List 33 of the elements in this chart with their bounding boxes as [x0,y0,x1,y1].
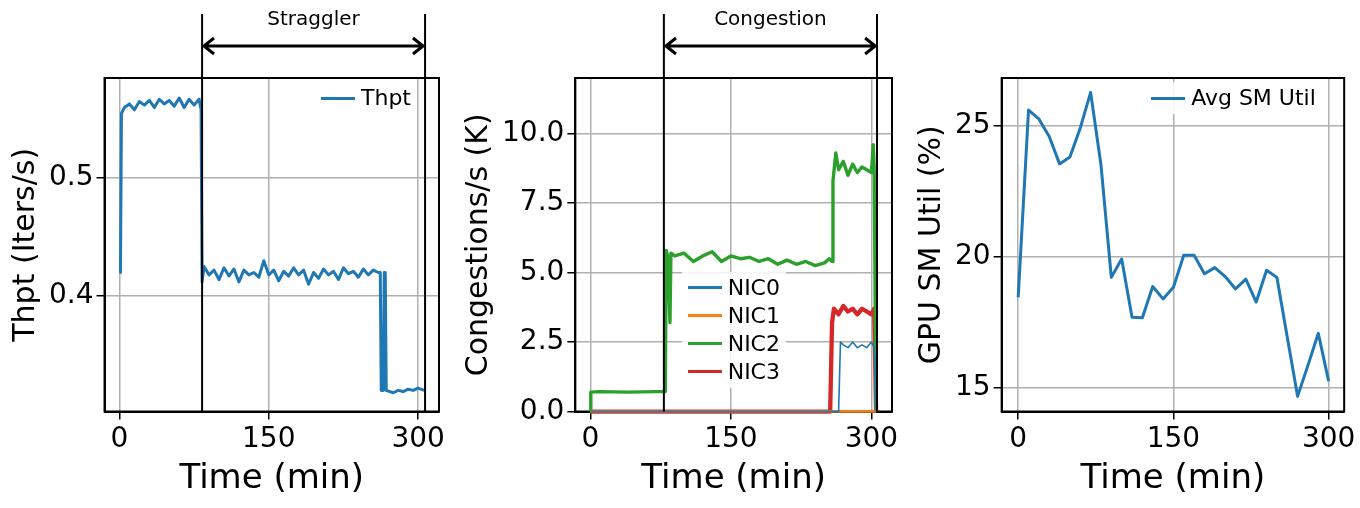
y-tick-label: 5.0 [519,253,565,287]
x-tick-label: 300 [1301,420,1356,454]
x-tick-label: 0 [1009,420,1028,454]
x-tick-label: 150 [1146,420,1201,454]
legend-label: NIC3 [727,357,780,386]
x-tick-label: 0 [581,420,600,454]
y-tick-label: 0.5 [49,159,94,193]
y-tick-label: 15 [954,369,991,403]
y-axis-title: GPU SM Util (%) [911,125,947,365]
x-tick-label: 300 [391,420,445,454]
legend-label: Avg SM Util [1191,84,1316,112]
legend-label: Thpt [361,84,411,112]
legend-label: NIC1 [727,301,780,330]
text: Straggler [267,6,361,31]
x-tick-label: 150 [704,420,758,454]
legend-label: NIC0 [727,273,780,302]
y-tick-label: 25 [954,106,991,140]
y-tick-label: 10.0 [502,114,565,148]
x-tick-label: 300 [844,420,899,454]
y-axis-title: Thpt (Iters/s) [5,147,41,343]
x-axis-title: Time (min) [640,456,827,497]
y-tick-label: 0.0 [519,392,565,426]
text: Congestion [714,6,827,31]
x-tick-label: 0 [110,420,129,454]
x-axis-title: Time (min) [178,456,365,497]
x-tick-label: 150 [242,420,296,454]
x-axis-title: Time (min) [1079,456,1266,497]
y-tick-label: 2.5 [519,323,565,357]
y-tick-label: 0.4 [49,277,94,311]
y-axis-title: Congestions/s (K) [458,113,494,377]
y-tick-label: 7.5 [519,184,565,218]
y-tick-label: 20 [954,237,991,271]
legend-label: NIC2 [727,329,780,358]
